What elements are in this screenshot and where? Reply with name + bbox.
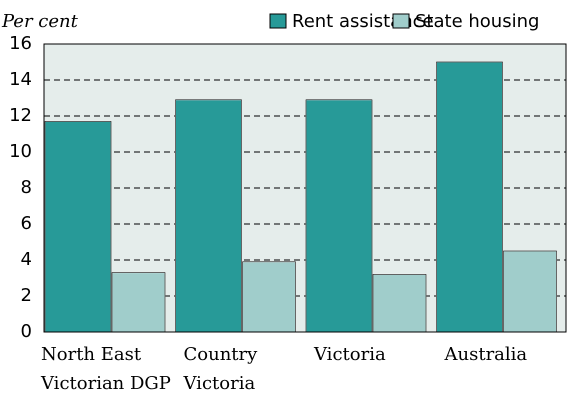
legend-swatch <box>392 13 410 29</box>
y-tick-label: 12 <box>9 105 32 126</box>
y-tick-label: 4 <box>21 249 32 270</box>
bar <box>503 250 557 333</box>
y-tick-label: 14 <box>9 69 32 90</box>
bar <box>44 120 112 333</box>
legend-swatch <box>269 13 287 29</box>
y-axis-label: Per cent <box>1 11 79 32</box>
x-tick-label: Victorian DGP <box>40 373 171 394</box>
y-tick-label: 6 <box>21 213 32 234</box>
x-tick-label: North East <box>41 344 142 365</box>
bar <box>111 272 166 333</box>
y-tick-label: 10 <box>9 141 32 162</box>
bar <box>436 61 503 333</box>
x-tick-label: Victoria <box>183 373 256 394</box>
y-tick-label: 16 <box>9 33 32 54</box>
plot-frame <box>43 43 567 333</box>
x-tick-label: Victoria <box>313 344 386 365</box>
bar <box>175 99 242 333</box>
legend-label: State housing <box>415 11 539 32</box>
x-tick-label: Australia <box>444 344 528 365</box>
legend-label: Rent assistance <box>292 11 434 32</box>
y-tick-label: 2 <box>21 285 32 306</box>
bar <box>372 273 427 333</box>
y-tick-label: 0 <box>21 321 32 342</box>
bar <box>305 99 373 333</box>
y-tick-label: 8 <box>21 177 32 198</box>
x-tick-label: Country <box>184 344 259 365</box>
bar <box>242 261 296 333</box>
